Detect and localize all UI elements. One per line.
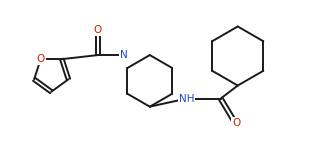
Text: O: O: [94, 25, 102, 35]
Text: O: O: [36, 54, 45, 64]
Text: NH: NH: [179, 94, 194, 104]
Text: N: N: [120, 50, 127, 60]
Text: O: O: [232, 118, 240, 128]
